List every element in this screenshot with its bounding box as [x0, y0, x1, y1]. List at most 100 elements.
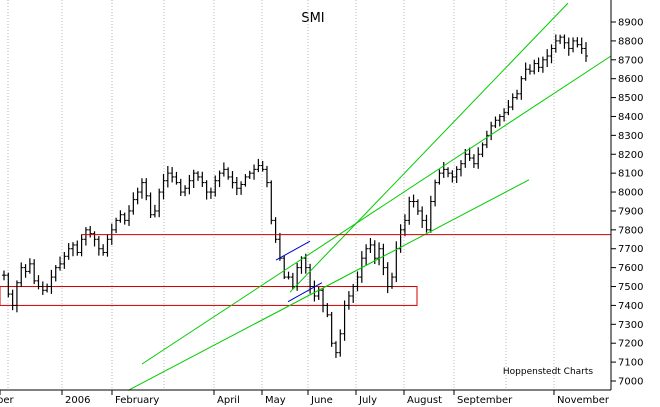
price-bar: [83, 227, 88, 246]
price-bar: [390, 272, 394, 289]
price-bar: [342, 300, 347, 341]
price-bar: [325, 303, 330, 318]
price-bar: [515, 89, 520, 100]
price-bar: [105, 233, 110, 257]
y-tick-label: 7000: [618, 377, 643, 388]
price-bar: [437, 169, 442, 185]
price-bar: [217, 170, 222, 188]
price-bar: [32, 259, 37, 285]
price-bar: [23, 264, 28, 278]
price-bar: [381, 243, 386, 276]
price-bar: [200, 171, 205, 187]
price-bar: [161, 173, 166, 200]
trend-lines: [127, 2, 612, 391]
price-bar: [49, 269, 54, 294]
x-tick-label: 2006: [65, 395, 90, 406]
price-bar: [45, 283, 50, 293]
price-bar: [114, 217, 119, 234]
price-bar: [312, 280, 317, 302]
price-bar: [411, 194, 416, 208]
y-tick-label: 7600: [618, 263, 643, 274]
zones: [0, 286, 418, 306]
x-tick-label: June: [310, 395, 333, 406]
price-bar: [40, 281, 45, 295]
y-axis: 7000 7100 7200 7300 7400 7500 7600 7700 7800 7900…: [611, 18, 643, 388]
chart-title: SMI: [301, 11, 324, 26]
y-tick-label: 8200: [618, 150, 643, 161]
support-band: [0, 286, 418, 306]
price-bar: [394, 241, 399, 283]
price-bar: [303, 253, 308, 274]
price-bars: [2, 34, 588, 358]
price-bar: [247, 170, 252, 179]
price-bar: [433, 179, 438, 207]
price-bar: [170, 167, 175, 183]
price-bar: [316, 286, 321, 300]
price-bar: [415, 199, 420, 215]
y-tick-label: 7800: [618, 225, 643, 236]
y-tick-label: 7500: [618, 282, 643, 293]
price-bar: [27, 258, 32, 274]
price-bar: [92, 231, 97, 247]
price-bar: [467, 147, 472, 161]
x-tick-label: November: [557, 395, 610, 406]
price-bar: [196, 171, 200, 181]
price-bar: [36, 275, 41, 290]
price-bar: [66, 243, 71, 260]
price-bar: [308, 263, 313, 294]
y-tick-label: 8300: [618, 131, 643, 142]
price-bar: [58, 256, 63, 271]
price-bar: [70, 242, 75, 257]
x-tick-label: May: [265, 395, 286, 406]
price-bar: [286, 271, 291, 280]
price-bar: [273, 217, 278, 243]
price-bar: [562, 34, 567, 49]
x-tick-label: July: [358, 395, 377, 406]
price-bar: [377, 242, 382, 266]
x-tick-label: ber: [0, 395, 15, 406]
price-bar: [174, 171, 179, 185]
price-bar: [264, 165, 269, 188]
price-bar: [484, 130, 489, 149]
price-bar: [230, 171, 235, 189]
price-bar: [290, 272, 295, 290]
y-tick-label: 8900: [618, 18, 643, 29]
price-bar: [329, 311, 334, 347]
trend-line: [275, 240, 311, 261]
price-bar: [131, 192, 136, 215]
price-bar: [385, 262, 390, 294]
y-tick-label: 7100: [618, 358, 643, 369]
price-bar: [553, 34, 558, 53]
price-bar: [79, 234, 84, 257]
price-bar: [441, 162, 446, 178]
price-bar: [458, 160, 463, 177]
price-bar: [523, 62, 528, 81]
price-bar: [260, 160, 265, 172]
price-bar: [519, 76, 524, 100]
price-bar: [252, 164, 257, 180]
price-bar: [428, 195, 433, 233]
price-bar: [157, 188, 162, 218]
price-bar: [454, 166, 459, 184]
price-bar: [471, 154, 476, 168]
price-bar: [584, 42, 588, 62]
y-tick-label: 8500: [618, 93, 643, 104]
price-bar: [566, 37, 571, 56]
grid: [7, 0, 555, 390]
price-bar: [234, 176, 239, 196]
price-bar: [489, 121, 494, 141]
y-tick-label: 8000: [618, 188, 643, 199]
price-bar: [213, 175, 218, 197]
price-bar: [372, 240, 377, 265]
price-bar: [88, 225, 93, 238]
price-bar: [575, 37, 580, 48]
price-bar: [497, 114, 502, 127]
price-bar: [152, 204, 157, 218]
price-bar: [502, 108, 507, 122]
price-bar: [527, 64, 532, 75]
y-tick-label: 8700: [618, 55, 643, 66]
price-bar: [545, 49, 550, 68]
price-bar: [269, 180, 274, 225]
price-bar: [239, 181, 244, 195]
